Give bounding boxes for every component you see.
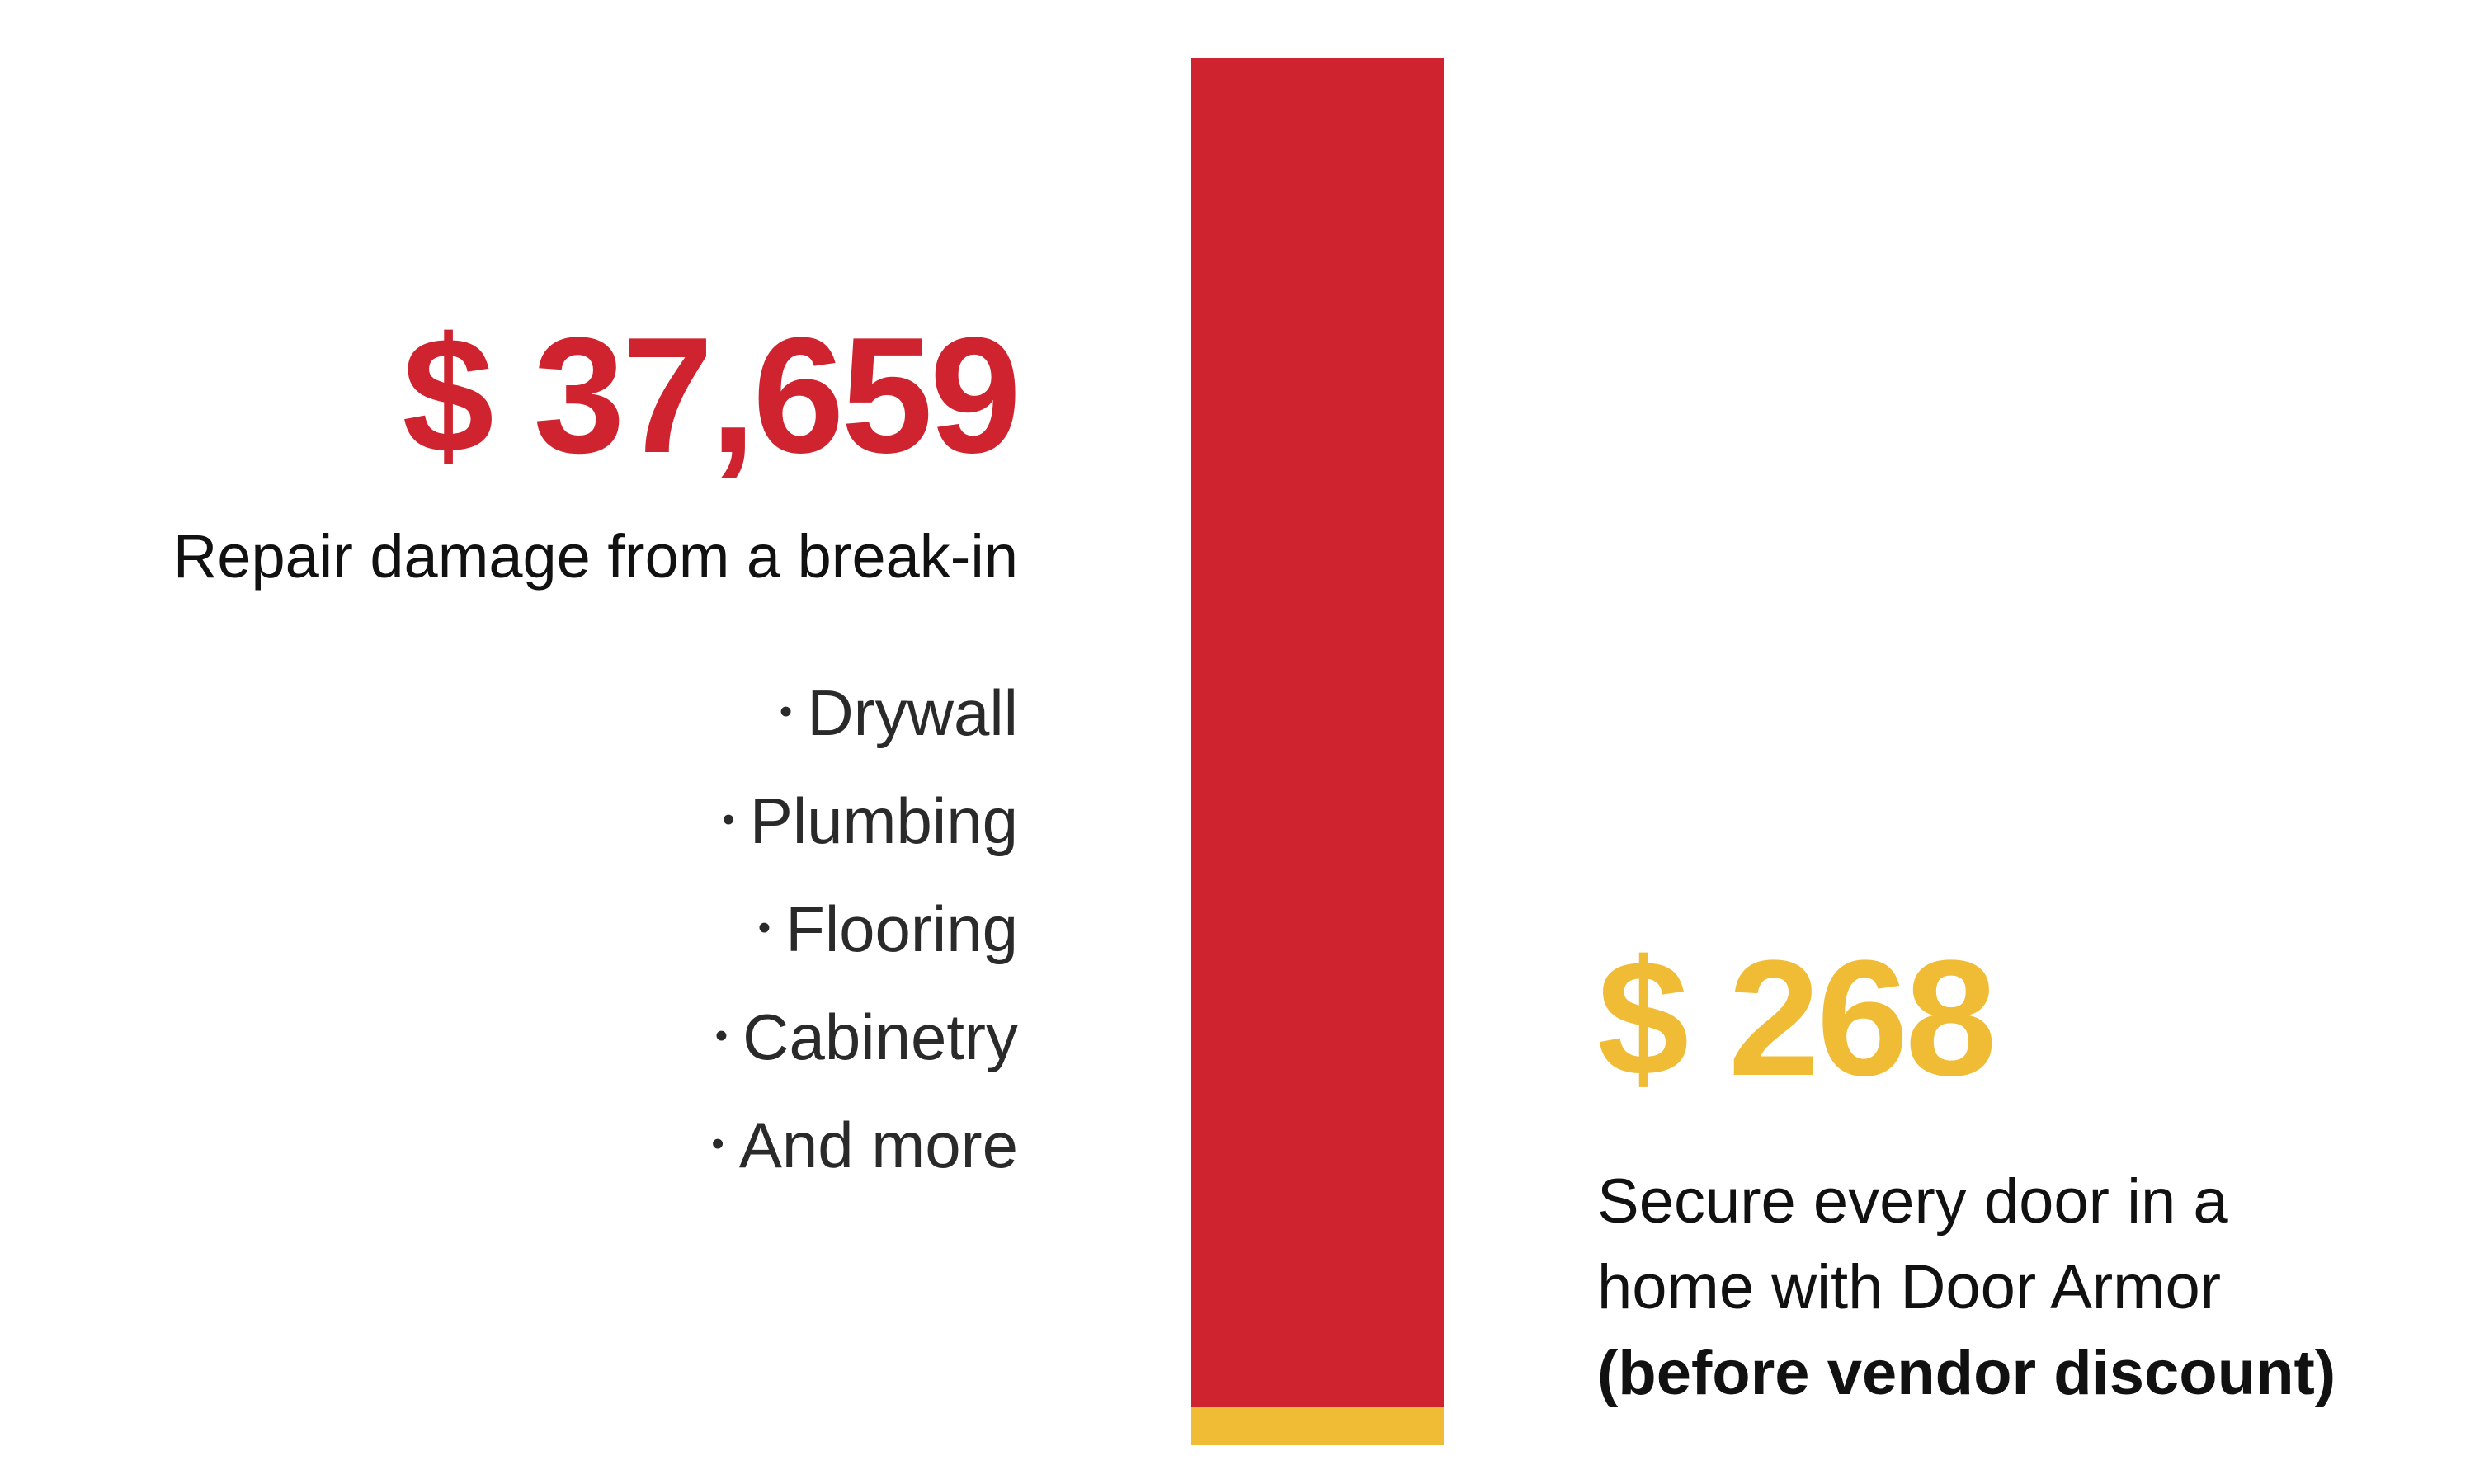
door-armor-caption-line-2: home with Door Armor [1597,1252,2222,1322]
list-item: • Drywall [173,658,1018,766]
door-armor-cost-amount: $ 268 [1597,926,1997,1110]
bullet-icon: • [711,1124,724,1164]
bullet-icon: • [722,799,735,840]
list-item: • And more [173,1091,1018,1199]
list-item: • Flooring [173,874,1018,982]
repair-cost-amount: $ 37,659 [402,304,1021,488]
list-item-label: Cabinetry [742,1001,1018,1073]
repair-cost-caption: Repair damage from a break-in [172,522,1018,591]
door-armor-caption-line-1: Secure every door in a [1597,1166,2228,1237]
repair-items-list: • Drywall • Plumbing • Flooring • Cabinetry … [173,658,1018,1199]
door-armor-panel: $ 268 Secure every door in a home with D… [1597,936,2336,1416]
bullet-icon: • [757,907,771,948]
bar-segment-door-armor-cost [1191,1407,1444,1445]
list-item-label: Drywall [807,676,1018,749]
bar-segment-repair-cost [1191,58,1444,1407]
bullet-icon: • [714,1015,728,1056]
repair-cost-panel: $ 37,659 Repair damage from a break-in •… [172,304,1021,1199]
bullet-icon: • [779,691,793,732]
list-item-label: And more [738,1109,1018,1181]
list-item: • Cabinetry [173,982,1018,1091]
door-armor-caption: Secure every door in a home with Door Ar… [1597,1159,2336,1416]
list-item: • Plumbing [173,766,1018,874]
stacked-bar [1191,58,1444,1445]
list-item-label: Flooring [785,893,1018,965]
list-item-label: Plumbing [749,784,1018,857]
door-armor-caption-note: (before vendor discount) [1597,1338,2336,1408]
